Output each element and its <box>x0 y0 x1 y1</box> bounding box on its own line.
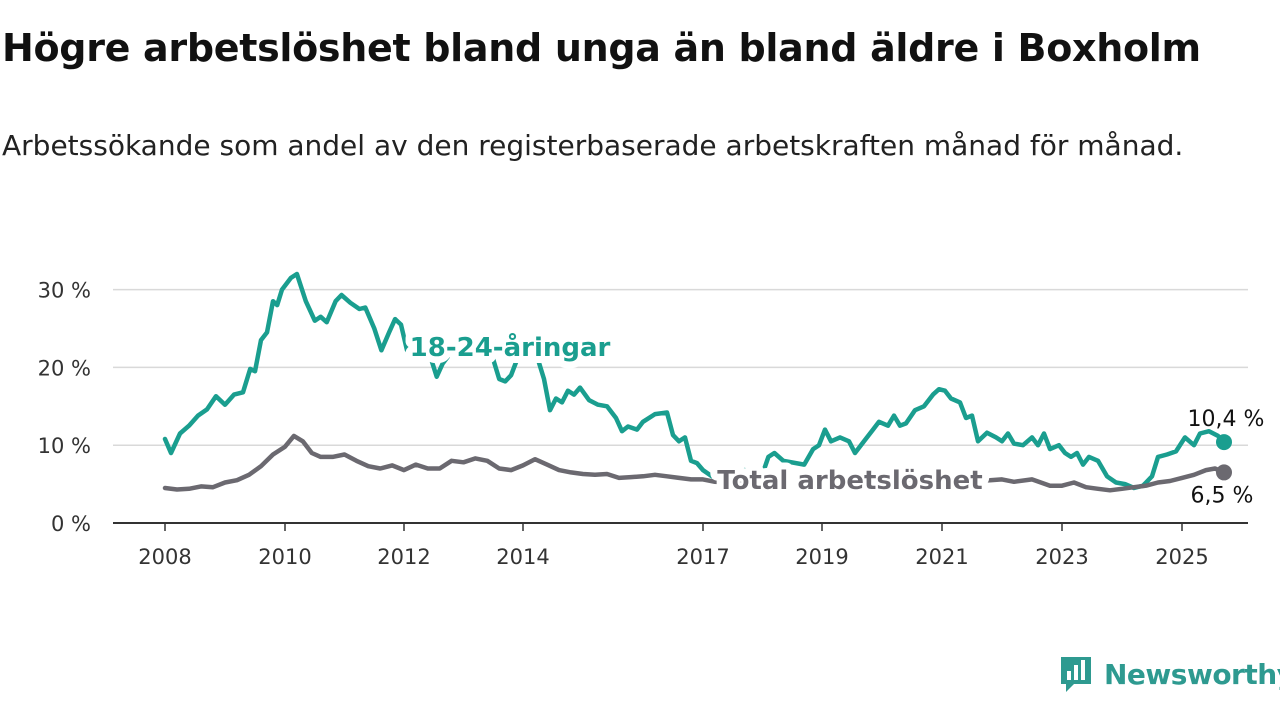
line-chart: 0 % 10 % 20 % 30 % 2008 2010 2012 2014 2017 2019 2… <box>38 271 1265 569</box>
chart-title: Högre arbetslöshet bland unga än bland ä… <box>2 26 1201 70</box>
axis-layer: 0 % 10 % 20 % 30 % 2008 2010 2012 2014 2017 2019 2… <box>38 279 1248 569</box>
series-label-total: Total arbetslöshet <box>717 466 982 496</box>
end-value-young: 10,4 % <box>1188 407 1265 432</box>
grid-layer <box>113 288 1248 446</box>
svg-text:Total arbetslöshet: Total arbetslöshet <box>717 466 982 496</box>
brand-name: Newsworthy <box>1104 657 1280 691</box>
brand: Newsworthy <box>1058 654 1280 694</box>
y-tick-label: 0 % <box>51 512 91 536</box>
series-label-young: 18-24-åringar <box>410 331 611 363</box>
x-tick-label: 2017 <box>676 545 729 569</box>
series-layer <box>162 271 1232 493</box>
y-tick-label: 20 % <box>38 356 91 380</box>
series-line-total <box>162 433 1227 493</box>
x-tick-label: 2021 <box>915 545 968 569</box>
series-endpoint-total <box>1216 464 1232 481</box>
newsworthy-logo-icon <box>1061 657 1091 692</box>
y-tick-label: 10 % <box>38 434 91 458</box>
x-tick-label: 2019 <box>795 545 848 569</box>
y-tick-label: 30 % <box>38 279 91 303</box>
x-tick-label: 2010 <box>258 545 311 569</box>
chart-subtitle: Arbetssökande som andel av den registerb… <box>2 129 1184 162</box>
x-tick-label: 2014 <box>496 545 549 569</box>
x-tick-label: 2012 <box>377 545 430 569</box>
series-line-young <box>162 271 1227 491</box>
series-endpoint-young <box>1216 434 1232 451</box>
x-tick-label: 2023 <box>1035 545 1088 569</box>
x-tick-label: 2025 <box>1155 545 1208 569</box>
x-tick-label: 2008 <box>138 545 191 569</box>
end-value-total: 6,5 % <box>1191 483 1254 508</box>
